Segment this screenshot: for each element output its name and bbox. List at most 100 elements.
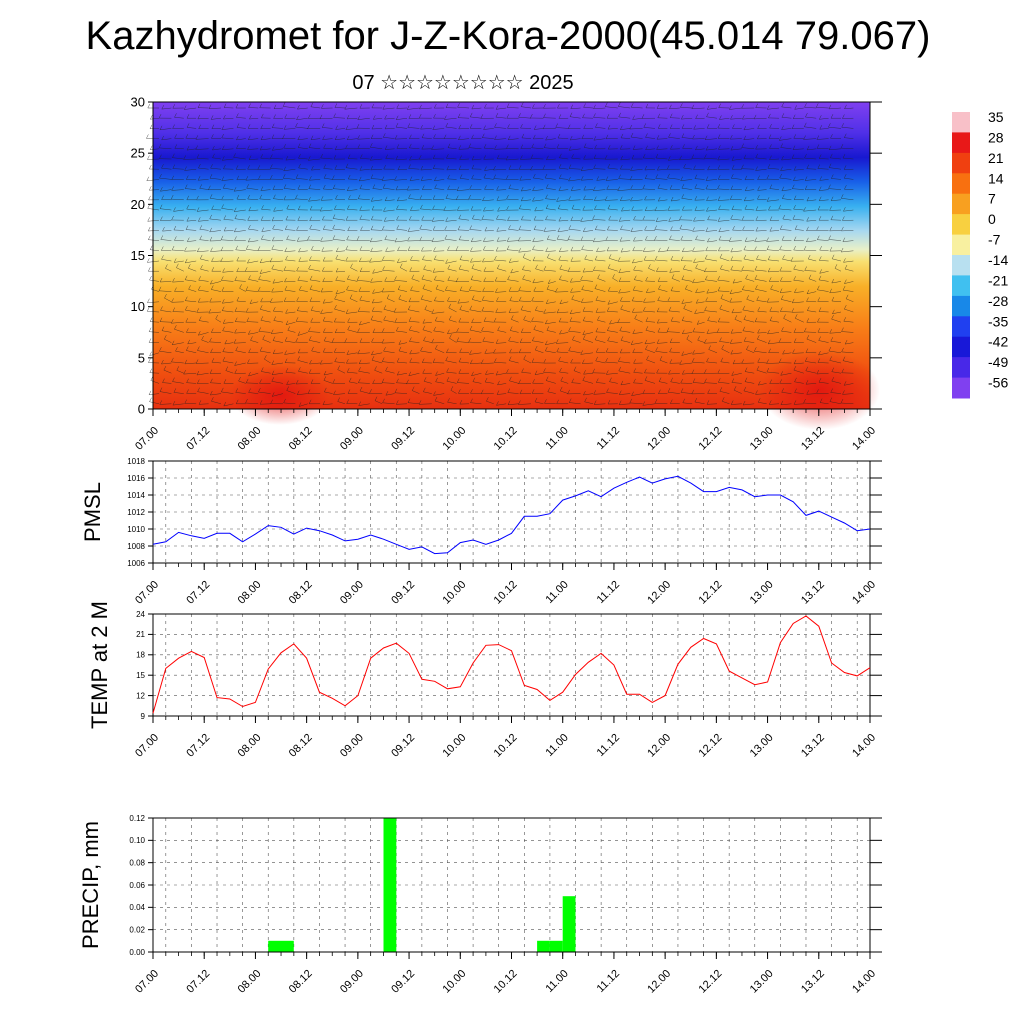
wind-barb-flag xyxy=(803,327,807,333)
wind-barb-flag xyxy=(174,236,177,241)
wind-barb-flag xyxy=(200,264,203,270)
precip-bar xyxy=(549,940,563,952)
wind-barb-flag xyxy=(782,194,785,199)
wind-barb-flag xyxy=(171,319,174,324)
wind-barb xyxy=(285,340,296,343)
wind-barb xyxy=(372,188,383,190)
wind-barb-flag xyxy=(163,365,167,371)
wind-barb xyxy=(422,259,432,262)
wind-barb-flag xyxy=(680,103,683,108)
wind-barb xyxy=(803,138,817,140)
wind-barb-flag xyxy=(270,174,273,180)
wind-barb xyxy=(521,137,532,139)
wind-barb xyxy=(184,168,197,171)
wind-barb xyxy=(556,351,569,354)
wind-barb xyxy=(370,168,383,171)
wind-barb xyxy=(583,189,594,191)
wind-barb xyxy=(469,352,482,355)
wind-barb xyxy=(706,116,718,119)
wind-barb xyxy=(733,389,742,394)
wind-barb xyxy=(211,117,222,120)
wind-barb-flag xyxy=(174,144,178,149)
wind-barb xyxy=(460,178,470,180)
wind-barb xyxy=(532,189,544,191)
wind-barb-flag xyxy=(234,227,237,233)
wind-barb xyxy=(420,168,432,171)
wind-barb xyxy=(211,361,222,364)
wind-barb xyxy=(807,310,817,313)
wind-barb-flag xyxy=(261,205,264,210)
wind-barb xyxy=(707,107,718,110)
wind-barb xyxy=(805,179,817,181)
wind-barb xyxy=(446,372,457,374)
wind-barb-flag xyxy=(221,133,224,139)
wind-barb xyxy=(570,107,581,109)
wind-barb-flag xyxy=(804,266,807,271)
colorbar-swatch xyxy=(952,112,970,133)
wind-barb xyxy=(782,352,792,355)
wind-barb-flag xyxy=(791,298,795,304)
wind-barb-flag xyxy=(596,176,599,181)
wind-barb-flag xyxy=(346,135,350,140)
wind-barb-flag xyxy=(221,306,225,311)
wind-barb-flag xyxy=(322,267,325,272)
wind-barb xyxy=(841,351,854,354)
wind-barb xyxy=(718,148,730,150)
wind-barb xyxy=(581,289,594,292)
wind-barb-flag xyxy=(645,326,649,331)
wind-barb-flag xyxy=(632,115,635,120)
wind-barb xyxy=(757,198,767,201)
wind-barb xyxy=(795,318,804,323)
wind-barb xyxy=(198,279,209,282)
wind-barb-flag xyxy=(644,195,647,201)
wind-barb-flag xyxy=(435,371,438,376)
heatmap-y-tick-label: 0 xyxy=(138,402,145,417)
wind-barb xyxy=(432,219,445,222)
wind-barb-flag xyxy=(272,146,275,151)
wind-barb xyxy=(818,340,829,343)
wind-barb-flag xyxy=(533,225,537,230)
wind-barb-flag xyxy=(297,104,300,110)
wind-barb-flag xyxy=(259,258,263,263)
wind-barb xyxy=(667,391,680,394)
wind-barb-flag xyxy=(581,134,585,139)
wind-barb-flag xyxy=(295,379,299,385)
wind-barb-flag xyxy=(149,145,153,150)
wind-barb-flag xyxy=(420,124,423,130)
wind-barb xyxy=(198,167,209,170)
wind-barb xyxy=(655,178,668,180)
wind-barb xyxy=(344,107,358,110)
precip-y-tick-label: 0.04 xyxy=(129,903,145,912)
wind-barb-flag xyxy=(782,214,786,220)
wind-barb xyxy=(412,390,420,394)
wind-barb-flag xyxy=(235,346,238,351)
wind-barb-flag xyxy=(470,237,474,242)
wind-barb-flag xyxy=(569,317,573,322)
wind-barb xyxy=(382,260,395,262)
wind-barb-flag xyxy=(755,216,759,221)
wind-barb xyxy=(532,340,544,343)
wind-barb-flag xyxy=(271,377,275,382)
wind-barb-flag xyxy=(769,316,773,321)
wind-barb-flag xyxy=(793,265,796,270)
wind-barb xyxy=(571,157,581,160)
temp2m-series xyxy=(152,615,871,714)
wind-barb xyxy=(618,106,631,109)
wind-barb-flag xyxy=(172,307,176,312)
colorbar-swatch xyxy=(952,193,970,215)
wind-barb-flag xyxy=(357,115,361,120)
wind-barb-flag xyxy=(222,356,226,362)
wind-barb xyxy=(322,403,333,406)
wind-barb xyxy=(172,249,184,252)
wind-barb-flag xyxy=(794,388,797,393)
wind-barb xyxy=(744,208,755,211)
wind-barb xyxy=(682,332,693,335)
wind-barb-flag xyxy=(606,388,609,393)
wind-barb xyxy=(509,260,519,263)
precip-y-tick-label: 0.00 xyxy=(129,948,145,957)
wind-barb-flag xyxy=(233,339,237,344)
wind-barb xyxy=(818,352,829,356)
wind-barb-flag xyxy=(273,104,277,109)
precip-y-tick-label: 0.06 xyxy=(129,881,145,890)
wind-barb xyxy=(248,228,259,231)
